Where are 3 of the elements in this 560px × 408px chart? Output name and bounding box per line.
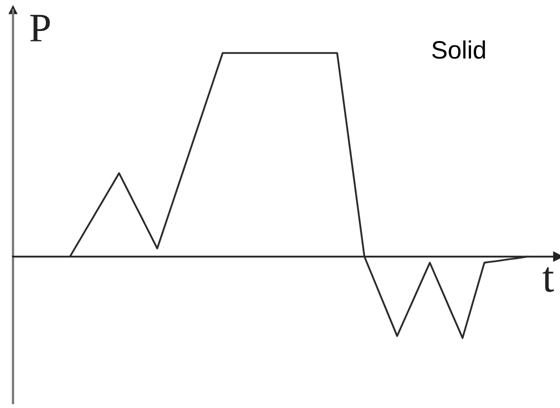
annotation: Solid	[432, 40, 485, 59]
y-axis-title: P	[30, 14, 50, 42]
x-axis-title: t	[542, 267, 554, 292]
